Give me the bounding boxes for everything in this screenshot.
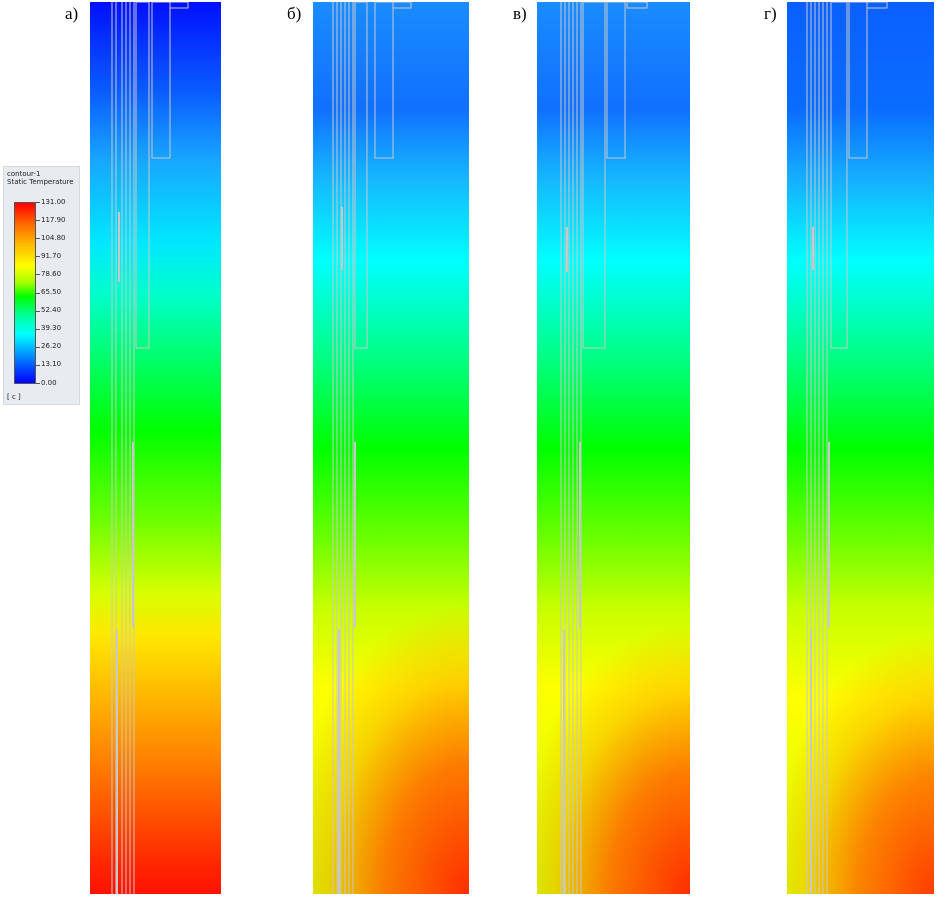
temperature-field-v bbox=[537, 2, 690, 894]
legend-tick-mark bbox=[36, 238, 40, 240]
legend-tick-mark bbox=[36, 256, 40, 258]
legend-name: contour-1 bbox=[7, 170, 41, 178]
legend-tick-label: 0.00 bbox=[41, 378, 57, 387]
legend-color-bar bbox=[14, 202, 36, 384]
panel-label-b: б) bbox=[287, 4, 302, 23]
legend-tick-mark bbox=[36, 364, 40, 366]
legend-tick-label: 91.70 bbox=[41, 251, 62, 260]
geometry-outline-a bbox=[111, 2, 189, 894]
legend-tick-label: 52.40 bbox=[41, 306, 62, 315]
legend-tick-mark bbox=[36, 220, 40, 222]
contour-panel-a bbox=[90, 2, 221, 894]
panel-label-a: а) bbox=[65, 4, 79, 23]
legend-tick-label: 39.30 bbox=[41, 324, 62, 333]
color-legend: contour-1 Static Temperature 131.00 117.9… bbox=[3, 166, 80, 405]
legend-tick-label: 131.00 bbox=[41, 197, 66, 206]
legend-tick-mark bbox=[36, 202, 40, 203]
legend-tick-label: 78.60 bbox=[41, 269, 62, 278]
legend-tick-label: 26.20 bbox=[41, 342, 62, 351]
legend-tick-label: 117.90 bbox=[41, 215, 66, 224]
geometry-outline-g bbox=[806, 2, 888, 894]
legend-tick-mark bbox=[36, 310, 40, 312]
legend-tick-mark bbox=[36, 383, 40, 384]
legend-unit: [ c ] bbox=[7, 393, 21, 401]
legend-tick-mark bbox=[36, 274, 40, 276]
legend-tick-label: 65.50 bbox=[41, 288, 62, 296]
geometry-outline-b bbox=[332, 2, 412, 894]
contour-panel-g bbox=[787, 2, 934, 894]
legend-tick-label: 104.80 bbox=[41, 233, 66, 242]
legend-tick-mark bbox=[36, 328, 40, 330]
panel-label-g: г) bbox=[764, 4, 777, 23]
legend-tick-mark bbox=[36, 292, 40, 294]
contour-panel-b bbox=[313, 2, 469, 894]
geometry-outline-v bbox=[560, 2, 648, 894]
contour-panel-v bbox=[537, 2, 690, 894]
legend-tick-label: 13.10 bbox=[41, 360, 62, 369]
legend-tick-mark bbox=[36, 346, 40, 348]
panel-label-v: в) bbox=[513, 4, 527, 23]
legend-variable: Static Temperature bbox=[7, 178, 74, 186]
